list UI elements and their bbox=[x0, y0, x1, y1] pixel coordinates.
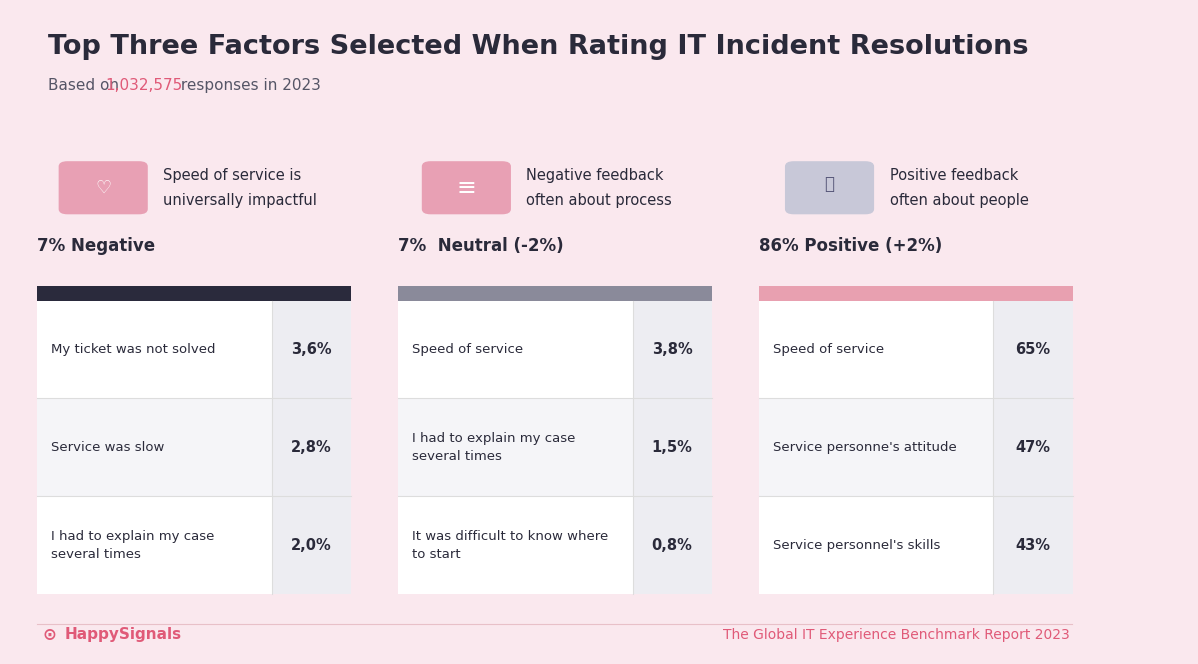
Text: often about people: often about people bbox=[889, 193, 1028, 208]
Text: Based on: Based on bbox=[48, 78, 125, 92]
FancyBboxPatch shape bbox=[398, 497, 633, 594]
Text: Speed of service: Speed of service bbox=[412, 343, 524, 356]
Text: ♡: ♡ bbox=[95, 179, 111, 197]
Text: 47%: 47% bbox=[1016, 440, 1051, 455]
FancyBboxPatch shape bbox=[760, 497, 993, 594]
Text: 2,8%: 2,8% bbox=[291, 440, 332, 455]
FancyBboxPatch shape bbox=[760, 301, 1072, 594]
FancyBboxPatch shape bbox=[37, 398, 272, 497]
Text: 65%: 65% bbox=[1016, 342, 1051, 357]
FancyBboxPatch shape bbox=[398, 286, 712, 301]
Text: 3,8%: 3,8% bbox=[652, 342, 692, 357]
Text: to start: to start bbox=[412, 548, 461, 561]
Text: Service personne's attitude: Service personne's attitude bbox=[774, 441, 957, 454]
Text: 2,0%: 2,0% bbox=[291, 538, 332, 553]
Text: universally impactful: universally impactful bbox=[163, 193, 317, 208]
Text: 1,032,575: 1,032,575 bbox=[105, 78, 182, 92]
FancyBboxPatch shape bbox=[37, 286, 351, 301]
FancyBboxPatch shape bbox=[398, 301, 633, 398]
Text: 0,8%: 0,8% bbox=[652, 538, 692, 553]
FancyBboxPatch shape bbox=[422, 161, 510, 214]
FancyBboxPatch shape bbox=[760, 286, 1072, 301]
Text: often about process: often about process bbox=[526, 193, 672, 208]
FancyBboxPatch shape bbox=[272, 398, 351, 497]
Text: 86% Positive (+2%): 86% Positive (+2%) bbox=[760, 236, 943, 254]
FancyBboxPatch shape bbox=[59, 161, 147, 214]
Text: 3,6%: 3,6% bbox=[291, 342, 332, 357]
Text: Speed of service: Speed of service bbox=[774, 343, 884, 356]
Text: Top Three Factors Selected When Rating IT Incident Resolutions: Top Three Factors Selected When Rating I… bbox=[48, 34, 1029, 60]
Text: 👤: 👤 bbox=[824, 175, 835, 193]
FancyBboxPatch shape bbox=[633, 497, 712, 594]
FancyBboxPatch shape bbox=[633, 301, 712, 398]
Text: Positive feedback: Positive feedback bbox=[889, 169, 1018, 183]
Text: Service personnel's skills: Service personnel's skills bbox=[774, 539, 940, 552]
Text: Speed of service is: Speed of service is bbox=[163, 169, 302, 183]
FancyBboxPatch shape bbox=[785, 161, 875, 214]
FancyBboxPatch shape bbox=[272, 497, 351, 594]
Text: Negative feedback: Negative feedback bbox=[526, 169, 664, 183]
FancyBboxPatch shape bbox=[37, 497, 272, 594]
FancyBboxPatch shape bbox=[633, 398, 712, 497]
FancyBboxPatch shape bbox=[760, 301, 993, 398]
Text: 43%: 43% bbox=[1016, 538, 1051, 553]
FancyBboxPatch shape bbox=[37, 301, 272, 398]
Text: 7% Negative: 7% Negative bbox=[37, 236, 156, 254]
Text: several times: several times bbox=[52, 548, 141, 561]
Text: ≡: ≡ bbox=[456, 176, 477, 200]
Text: HappySignals: HappySignals bbox=[65, 627, 182, 642]
Text: My ticket was not solved: My ticket was not solved bbox=[52, 343, 216, 356]
Text: ⊙: ⊙ bbox=[43, 626, 56, 644]
FancyBboxPatch shape bbox=[398, 398, 633, 497]
FancyBboxPatch shape bbox=[760, 398, 993, 497]
Text: 1,5%: 1,5% bbox=[652, 440, 692, 455]
Text: 7%  Neutral (-2%): 7% Neutral (-2%) bbox=[398, 236, 564, 254]
Text: several times: several times bbox=[412, 450, 502, 463]
Text: Service was slow: Service was slow bbox=[52, 441, 165, 454]
FancyBboxPatch shape bbox=[398, 301, 712, 594]
FancyBboxPatch shape bbox=[272, 301, 351, 398]
FancyBboxPatch shape bbox=[993, 301, 1072, 398]
Text: responses in 2023: responses in 2023 bbox=[176, 78, 321, 92]
Text: I had to explain my case: I had to explain my case bbox=[412, 432, 576, 446]
Text: I had to explain my case: I had to explain my case bbox=[52, 531, 214, 543]
Text: It was difficult to know where: It was difficult to know where bbox=[412, 531, 609, 543]
FancyBboxPatch shape bbox=[993, 398, 1072, 497]
FancyBboxPatch shape bbox=[993, 497, 1072, 594]
FancyBboxPatch shape bbox=[37, 301, 351, 594]
Text: The Global IT Experience Benchmark Report 2023: The Global IT Experience Benchmark Repor… bbox=[722, 628, 1070, 642]
